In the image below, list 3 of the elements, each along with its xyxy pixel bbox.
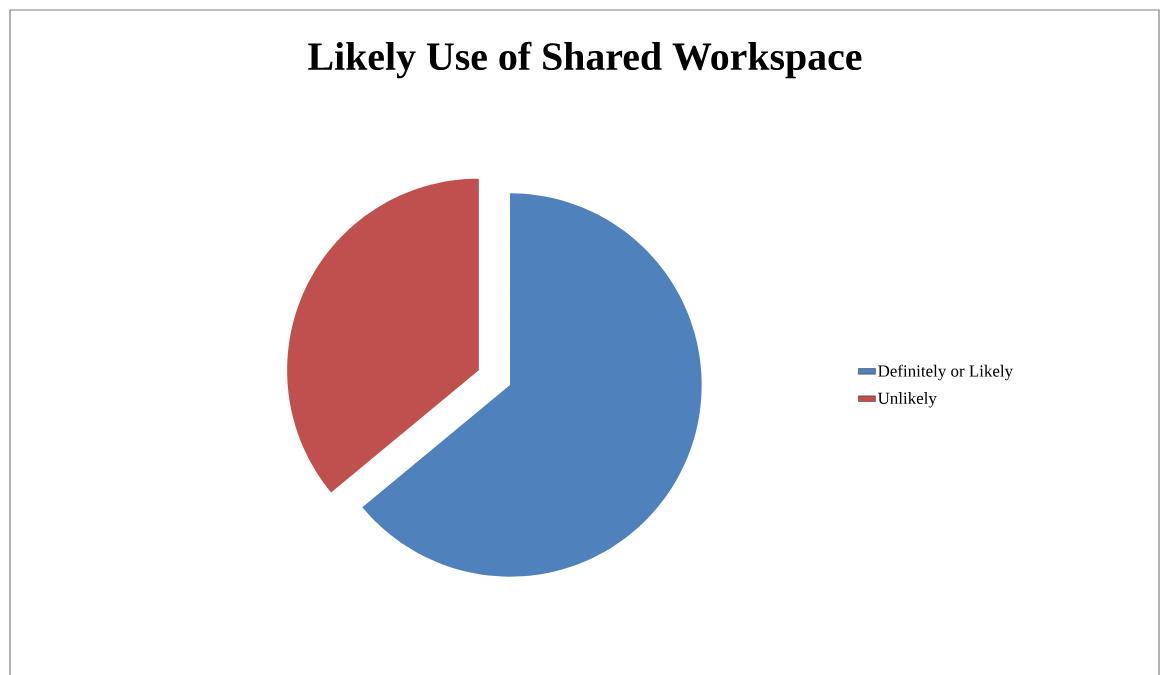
legend-label: Unlikely <box>877 392 937 408</box>
chart-title: Likely Use of Shared Workspace <box>308 41 862 79</box>
legend-label: Definitely or Likely <box>878 364 1014 381</box>
